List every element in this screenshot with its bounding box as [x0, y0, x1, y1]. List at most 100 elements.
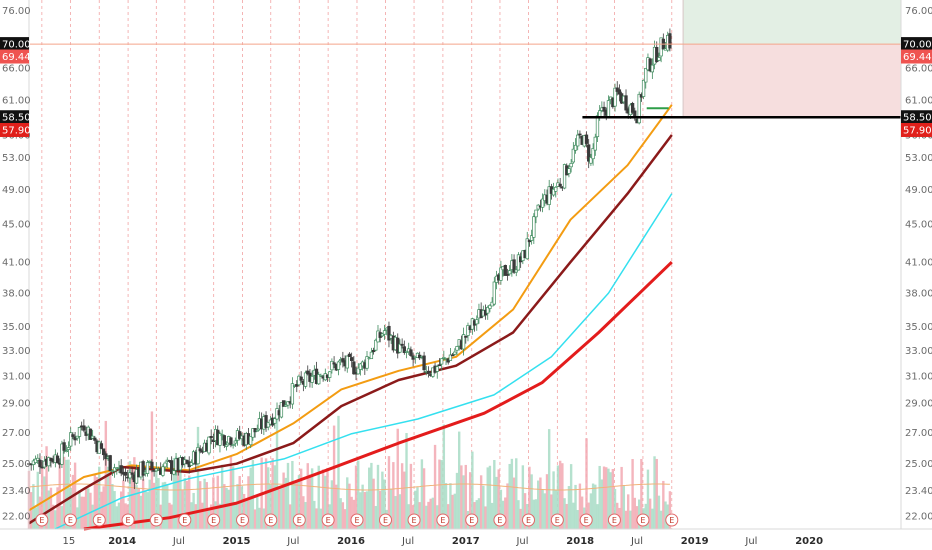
candle-body — [534, 209, 538, 218]
volume-bar — [348, 483, 351, 529]
volume-bar — [271, 458, 274, 529]
volume-bar — [354, 465, 358, 529]
y-tick-label-right: 31.00 — [905, 372, 932, 383]
candle-body — [141, 461, 145, 476]
earnings-label: E — [383, 516, 388, 525]
volume-bar — [148, 479, 151, 529]
volume-bar — [442, 424, 446, 529]
volume-bar — [394, 496, 397, 529]
volume-bar — [547, 429, 551, 529]
volume-bar — [82, 496, 86, 529]
volume-bar — [229, 456, 233, 529]
volume-bar — [543, 493, 547, 529]
volume-bar — [188, 475, 191, 529]
volume-bar — [528, 466, 531, 529]
y-tick-label-right: 45.00 — [905, 220, 932, 231]
volume-bar — [383, 479, 386, 529]
x-axis-labels: 15 2014 Jul 2015 Jul 2016 Jul 2017 Jul 2018 Jul 201… — [62, 536, 823, 547]
candle-body — [273, 418, 277, 424]
candle-body — [229, 437, 233, 446]
candle-body — [332, 362, 336, 365]
candle-body — [630, 102, 635, 113]
volume-bar — [598, 465, 601, 529]
price-tag-right — [901, 122, 932, 137]
y-tick-label-left: 25.00 — [2, 459, 31, 470]
volume-bar — [453, 493, 457, 529]
price-tag-label-right: 69.44 — [903, 52, 932, 63]
candle-body — [422, 355, 426, 371]
volume-bar — [389, 488, 393, 529]
candle-body — [409, 349, 413, 356]
volume-bar — [168, 502, 171, 529]
candle-body — [578, 133, 582, 136]
volume-bar — [506, 483, 509, 529]
x-tick-label: Jul — [630, 536, 643, 547]
y-tick-label-right: 41.00 — [905, 258, 932, 269]
candle-body — [198, 448, 202, 452]
candle-body — [613, 87, 617, 107]
candle-body — [218, 433, 222, 446]
x-tick-label: 2015 — [223, 536, 251, 547]
earnings-icon — [607, 513, 621, 527]
volume-bar — [58, 463, 61, 529]
volume-bar — [141, 479, 145, 529]
volume-bar — [523, 493, 527, 529]
y-tick-label-right: 61.00 — [905, 96, 932, 107]
volume-bar — [205, 482, 208, 529]
volume-bar — [135, 485, 138, 529]
price-tag-left — [0, 122, 29, 137]
volume-bar — [363, 492, 367, 529]
earnings-icon — [35, 513, 49, 527]
volume-bar — [431, 497, 435, 529]
volume-bar — [91, 504, 94, 529]
volume-bar — [396, 428, 399, 529]
volume-bar — [517, 500, 520, 529]
candle-body — [655, 47, 659, 62]
volume-bar — [602, 466, 606, 529]
candle-body — [650, 64, 654, 73]
volume-bar — [486, 467, 489, 529]
candle-body — [238, 431, 242, 439]
volume-bar — [558, 460, 562, 529]
volume-bar — [163, 481, 167, 529]
volume-bar — [139, 495, 143, 529]
candle-body — [587, 144, 591, 162]
candle-body — [290, 383, 295, 405]
volume-bar — [350, 496, 353, 529]
candle-body — [128, 472, 132, 479]
volume-bar — [267, 467, 270, 529]
volume-bar — [646, 469, 650, 529]
volume-bar — [613, 488, 617, 529]
volume-bar — [174, 456, 178, 529]
volume-bar — [199, 481, 202, 529]
volume-bar — [172, 458, 176, 529]
volume-bar — [490, 502, 494, 529]
earnings-icon — [636, 513, 650, 527]
price-tag-left — [0, 37, 29, 52]
candle-body — [450, 354, 455, 357]
y-tick-label-right: 23.40 — [905, 486, 932, 497]
candle-body — [591, 148, 595, 160]
y-tick-label-right: 22.00 — [905, 511, 932, 522]
earnings-icon — [92, 513, 106, 527]
candle-body — [486, 307, 490, 314]
volume-bar — [563, 498, 566, 529]
volume-bar — [662, 480, 665, 529]
y-tick-label-left: 33.00 — [2, 346, 31, 357]
price-tag-label-left: 57.90 — [2, 125, 31, 136]
volume-bar — [324, 475, 327, 529]
volume-bar — [113, 491, 116, 529]
volume-bar — [183, 478, 187, 529]
candle-body — [602, 106, 606, 112]
candle-body — [119, 465, 123, 474]
price-tag-left — [0, 49, 29, 64]
candle-body — [55, 455, 60, 464]
volume-bar — [236, 484, 239, 529]
volume-bar — [361, 484, 364, 529]
candle-body — [295, 384, 299, 387]
volume-bar — [376, 464, 380, 529]
volume-bar — [302, 496, 305, 529]
